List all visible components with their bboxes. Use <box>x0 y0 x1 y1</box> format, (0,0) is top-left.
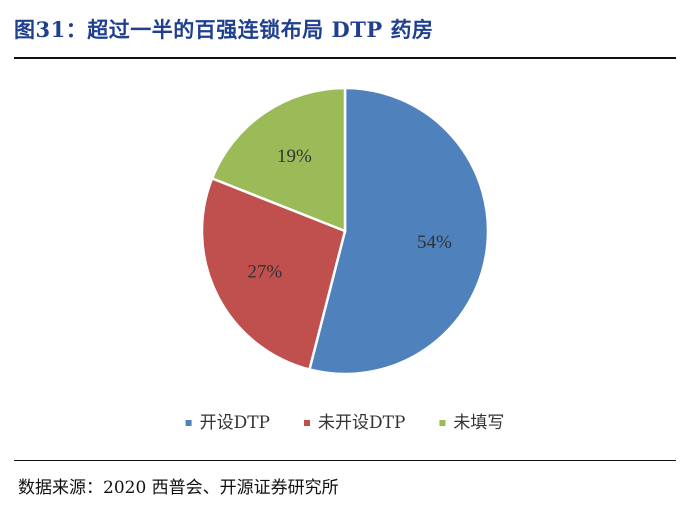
data-label-1: 54% <box>417 232 452 253</box>
legend-marker-2 <box>304 420 310 426</box>
data-source-note: 数据来源：2020 西普会、开源证券研究所 <box>18 478 339 498</box>
pie-chart: 54% 27% 19% 开设DTP 未开设DTP 未填写 <box>185 86 504 433</box>
legend-marker-1 <box>185 420 192 426</box>
data-label-3: 19% <box>277 146 312 167</box>
legend-label-3: 未填写 <box>453 413 504 433</box>
legend-marker-3 <box>439 420 446 426</box>
title-divider <box>14 57 676 59</box>
data-label-2: 27% <box>247 261 282 282</box>
pie-slice-2 <box>200 176 347 372</box>
legend-label-1: 开设DTP <box>200 413 270 433</box>
pie-slices <box>200 86 490 376</box>
legend-label-2: 未开设DTP <box>318 413 405 433</box>
pie-data-labels: 54% 27% 19% <box>247 146 452 282</box>
pie-slice-3 <box>210 86 347 233</box>
pie-slice-1 <box>307 86 490 376</box>
chart-title: 图31：超过一半的百强连锁布局 DTP 药房 <box>14 17 434 42</box>
chart-legend: 开设DTP 未开设DTP 未填写 <box>185 413 504 433</box>
source-divider <box>14 460 676 461</box>
